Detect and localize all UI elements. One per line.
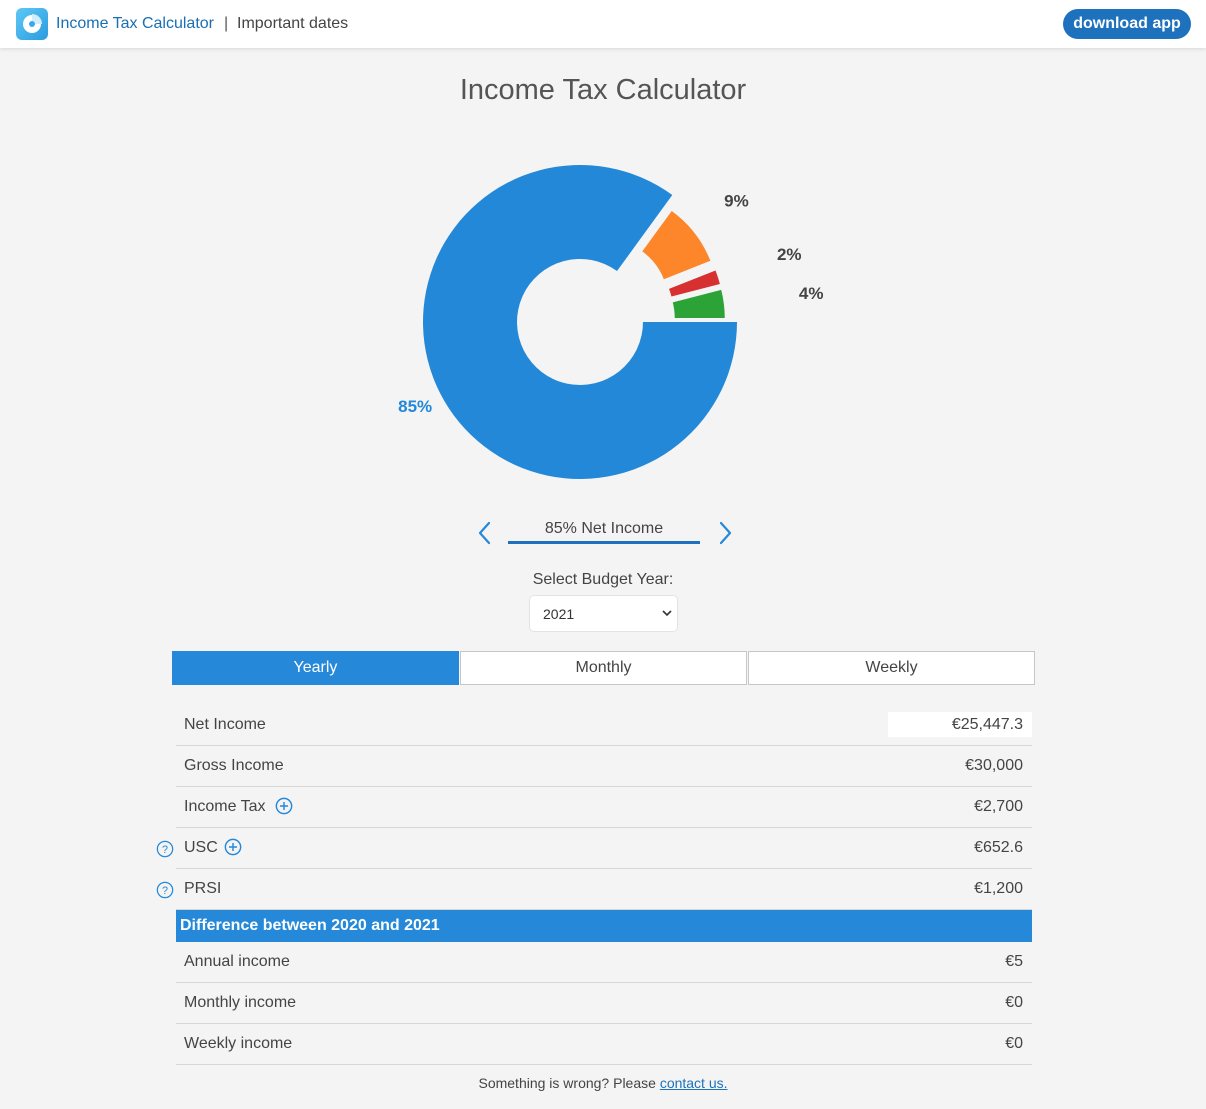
row-label: Gross Income — [184, 757, 284, 774]
row-value: €0 — [1005, 994, 1023, 1011]
donut-slice-label: 85% — [398, 397, 432, 416]
expand-plus-icon[interactable] — [275, 797, 293, 815]
row-gross-income: Gross Income €30,000 — [176, 746, 1032, 787]
nav-important-dates[interactable]: Important dates — [237, 15, 349, 32]
donut-slice-label: 4% — [799, 284, 824, 303]
tab-monthly[interactable]: Monthly — [460, 651, 747, 685]
row-label: PRSI — [184, 880, 222, 897]
row-value: €2,700 — [974, 798, 1023, 815]
help-question-icon[interactable]: ? — [156, 881, 174, 899]
chevron-left-icon[interactable] — [472, 519, 498, 547]
chevron-right-icon[interactable] — [712, 519, 738, 547]
carousel-underline — [508, 541, 700, 544]
budget-year-label: Select Budget Year: — [532, 571, 674, 588]
download-app-button[interactable]: download app — [1063, 9, 1191, 39]
nav-income-tax-calculator[interactable]: Income Tax Calculator — [56, 15, 214, 32]
donut-slice-usc[interactable] — [669, 270, 720, 297]
row-annual-income: Annual income €5 — [176, 942, 1032, 983]
footer: Something is wrong? Please contact us. — [0, 1075, 1206, 1091]
donut-slice-net-income[interactable] — [423, 164, 737, 479]
expand-plus-icon[interactable] — [224, 838, 242, 856]
row-monthly-income: Monthly income €0 — [176, 983, 1032, 1024]
tab-weekly[interactable]: Weekly — [748, 651, 1035, 685]
row-value: €652.6 — [974, 839, 1023, 856]
donut-chart: 85% 9% 2% 4% — [398, 164, 824, 479]
row-net-income: Net Income €25,447.3 — [176, 705, 1032, 746]
carousel-label: 85% Net Income — [544, 520, 664, 537]
help-question-icon[interactable]: ? — [156, 840, 174, 858]
row-usc: USC €652.6 — [176, 828, 1032, 869]
nav-separator: | — [224, 15, 229, 32]
budget-year-value: 2021 — [543, 606, 575, 622]
donut-slice-prsi[interactable] — [672, 289, 725, 318]
row-weekly-income: Weekly income €0 — [176, 1024, 1032, 1065]
donut-slice-label: 9% — [724, 192, 749, 211]
row-label: USC — [184, 839, 218, 856]
row-value: €0 — [1005, 1035, 1023, 1052]
chevron-down-icon — [662, 610, 672, 617]
svg-text:?: ? — [162, 885, 168, 897]
row-label: Annual income — [184, 953, 290, 970]
budget-year-select[interactable]: 2021 — [530, 596, 677, 631]
row-prsi: PRSI €1,200 — [176, 869, 1032, 910]
row-value: €30,000 — [965, 757, 1023, 774]
svg-text:?: ? — [162, 844, 168, 856]
tab-yearly[interactable]: Yearly — [172, 651, 459, 685]
contact-us-link[interactable]: contact us. — [659, 1075, 728, 1091]
row-label: Monthly income — [184, 994, 297, 1011]
top-navbar: Income Tax Calculator | Important dates … — [0, 0, 1206, 48]
row-label: Net Income — [184, 716, 266, 733]
pie-chart-icon[interactable] — [16, 8, 48, 40]
row-income-tax: Income Tax €2,700 — [176, 787, 1032, 828]
row-label: Income Tax — [184, 798, 266, 815]
row-label: Weekly income — [184, 1035, 293, 1052]
row-value: €5 — [1005, 953, 1023, 970]
row-value: €25,447.3 — [951, 716, 1023, 733]
donut-slice-income-tax[interactable] — [642, 210, 711, 280]
difference-header: Difference between 2020 and 2021 — [176, 910, 1032, 942]
net-income-highlight — [888, 712, 1032, 737]
donut-slice-label: 2% — [777, 245, 802, 264]
page-title: Income Tax Calculator — [459, 74, 747, 106]
row-value: €1,200 — [974, 880, 1023, 897]
footer-text: Something is wrong? Please — [478, 1075, 656, 1091]
